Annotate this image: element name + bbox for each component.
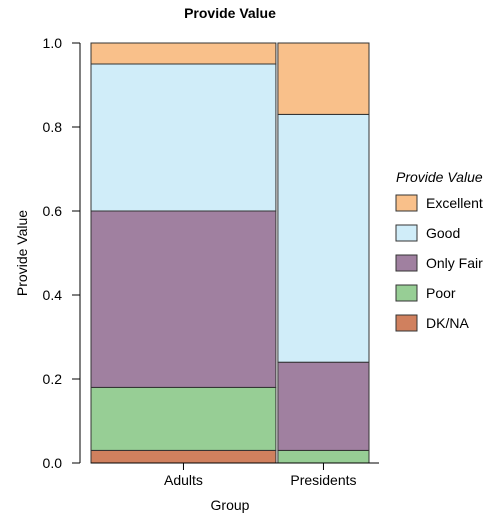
- legend-swatch: [395, 224, 418, 242]
- legend-label: Good: [426, 225, 460, 241]
- chart-title: Provide Value: [184, 5, 276, 21]
- mosaic-cell-only-fair-presidents: [277, 361, 370, 451]
- legend-swatch: [395, 194, 418, 212]
- mosaic-cells: [90, 42, 370, 464]
- mosaic-cell-only-fair-adults: [90, 210, 277, 388]
- x-axis: Adults Presidents: [91, 462, 379, 488]
- legend-label: DK/NA: [426, 315, 469, 331]
- legend-swatch: [395, 314, 418, 332]
- x-axis-label: Group: [211, 497, 250, 513]
- x-tick-label: Adults: [164, 472, 203, 488]
- legend-swatch: [395, 284, 418, 302]
- y-tick-label: 0.4: [43, 287, 63, 303]
- legend-label: Poor: [426, 285, 456, 301]
- y-axis: 0.0 0.2 0.4 0.6 0.8 1.0: [43, 35, 81, 471]
- y-tick-label: 0.0: [43, 455, 63, 471]
- legend-label: Excellent: [426, 195, 483, 211]
- legend-swatch: [395, 254, 418, 272]
- mosaic-cell-good-presidents: [277, 113, 370, 363]
- legend: Provide Value Excellent Good Only Fair Poor…: [395, 169, 483, 332]
- legend-label: Only Fair: [426, 255, 483, 271]
- y-axis-label: Provide Value: [14, 210, 30, 296]
- x-tick-label: Presidents: [290, 472, 356, 488]
- y-tick-label: 0.8: [43, 119, 63, 135]
- y-tick-label: 0.6: [43, 203, 63, 219]
- y-tick-label: 1.0: [43, 35, 63, 51]
- mosaic-cell-excellent-presidents: [277, 42, 370, 115]
- mosaic-cell-excellent-adults: [90, 42, 277, 65]
- mosaic-cell-poor-adults: [90, 386, 277, 451]
- legend-title: Provide Value: [396, 169, 483, 185]
- mosaic-cell-poor-presidents: [277, 449, 370, 464]
- mosaic-cell-good-adults: [90, 63, 277, 212]
- y-tick-label: 0.2: [43, 371, 63, 387]
- mosaic-cell-dk-na-adults: [90, 449, 277, 464]
